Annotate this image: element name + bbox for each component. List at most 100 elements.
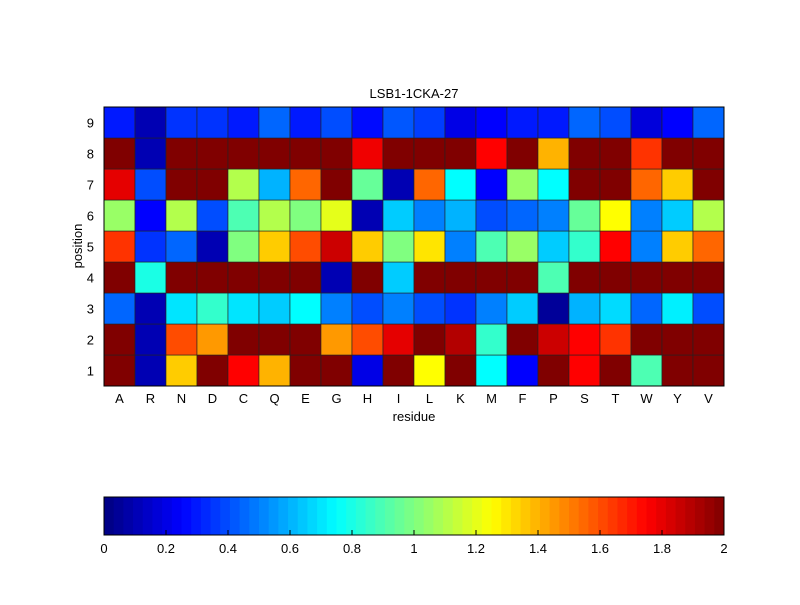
heatmap-cell-Q-5: [258, 230, 291, 263]
heatmap-cell-S-9: [568, 106, 601, 139]
heatmap-cell-R-1: [134, 354, 167, 387]
colorbar-swatch: [268, 497, 279, 535]
x-tick-label: V: [704, 391, 713, 406]
heatmap-cell-P-2: [537, 323, 570, 356]
heatmap-cell-G-4: [320, 261, 353, 294]
heatmap-cell-C-8: [227, 137, 260, 170]
heatmap-cell-M-7: [475, 168, 508, 201]
heatmap-cell-E-3: [289, 292, 322, 325]
heatmap-cell-A-4: [103, 261, 136, 294]
heatmap-cell-N-1: [165, 354, 198, 387]
heatmap-cell-K-9: [444, 106, 477, 139]
colorbar-swatch: [346, 497, 357, 535]
colorbar-swatch: [530, 497, 541, 535]
heatmap-cell-G-7: [320, 168, 353, 201]
heatmap-cell-Y-2: [661, 323, 694, 356]
heatmap-cell-R-2: [134, 323, 167, 356]
heatmap-cell-Q-2: [258, 323, 291, 356]
colorbar-swatch: [694, 497, 706, 535]
heatmap-cell-E-8: [289, 137, 322, 170]
y-tick-labels: 1 2 3 4 5 6 7 8 9: [87, 116, 94, 379]
heatmap-cell-G-8: [320, 137, 353, 170]
colorbar-swatch: [404, 497, 415, 535]
heatmap-cell-E-5: [289, 230, 322, 263]
x-tick-label: Q: [269, 391, 279, 406]
heatmap-cell-Q-6: [258, 199, 291, 232]
heatmap-cell-S-1: [568, 354, 601, 387]
colorbar-tick-label: 0.4: [219, 541, 237, 556]
heatmap-cell-I-3: [382, 292, 415, 325]
heatmap-cell-Q-9: [258, 106, 291, 139]
colorbar-swatch: [249, 497, 260, 535]
heatmap-cell-W-3: [630, 292, 663, 325]
heatmap-cell-P-4: [537, 261, 570, 294]
heatmap-cell-A-8: [103, 137, 136, 170]
heatmap-cell-Q-7: [258, 168, 291, 201]
heatmap-cell-R-9: [134, 106, 167, 139]
heatmap-cell-F-8: [506, 137, 539, 170]
heatmap-cell-H-7: [351, 168, 384, 201]
heatmap-cell-L-8: [413, 137, 446, 170]
heatmap-cell-D-8: [196, 137, 229, 170]
colorbar-swatch: [288, 497, 299, 535]
heatmap-cell-G-1: [320, 354, 353, 387]
colorbar-swatch: [365, 497, 376, 535]
heatmap-cell-C-1: [227, 354, 260, 387]
heatmap-cell-T-9: [599, 106, 632, 139]
heatmap-cell-W-1: [630, 354, 663, 387]
x-tick-label: T: [612, 391, 620, 406]
heatmap-cell-G-5: [320, 230, 353, 263]
colorbar-tick-label: 1.8: [653, 541, 671, 556]
heatmap-cell-Q-8: [258, 137, 291, 170]
colorbar-swatch: [520, 497, 531, 535]
chart-title: LSB1-1CKA-27: [370, 86, 459, 101]
heatmap-cell-H-5: [351, 230, 384, 263]
colorbar-swatch: [423, 497, 434, 535]
heatmap-cell-L-1: [413, 354, 446, 387]
heatmap-cell-N-6: [165, 199, 198, 232]
heatmap-cell-T-4: [599, 261, 632, 294]
heatmap-cell-E-2: [289, 323, 322, 356]
heatmap-cell-F-4: [506, 261, 539, 294]
heatmap-cell-V-7: [692, 168, 725, 201]
colorbar-tick-label: 1.4: [529, 541, 547, 556]
heatmap-cell-M-4: [475, 261, 508, 294]
colorbar-swatch: [162, 497, 173, 535]
x-tick-label: F: [519, 391, 527, 406]
colorbar-swatch: [394, 497, 405, 535]
colorbar-tick-label: 1.2: [467, 541, 485, 556]
colorbar-swatch: [113, 497, 124, 535]
heatmap-cell-L-3: [413, 292, 446, 325]
heatmap-cell-P-5: [537, 230, 570, 263]
x-tick-label: A: [115, 391, 124, 406]
heatmap-cell-E-4: [289, 261, 322, 294]
heatmap-cell-D-1: [196, 354, 229, 387]
heatmap-cell-W-7: [630, 168, 663, 201]
heatmap-cell-L-9: [413, 106, 446, 139]
x-tick-label: N: [177, 391, 186, 406]
colorbar-swatch: [685, 497, 696, 535]
heatmap-cell-P-9: [537, 106, 570, 139]
x-tick-label: R: [146, 391, 155, 406]
heatmap-cell-I-2: [382, 323, 415, 356]
heatmap-cell-V-3: [692, 292, 725, 325]
heatmap-cell-K-1: [444, 354, 477, 387]
heatmap-cell-H-9: [351, 106, 384, 139]
heatmap-cell-M-9: [475, 106, 508, 139]
heatmap-cell-S-5: [568, 230, 601, 263]
heatmap-cell-V-9: [692, 106, 725, 139]
y-axis-label: position: [70, 224, 85, 269]
heatmap-cell-F-2: [506, 323, 539, 356]
colorbar-swatch: [627, 497, 638, 535]
heatmap-cell-M-3: [475, 292, 508, 325]
y-tick-label: 8: [87, 147, 94, 162]
colorbar-swatch: [501, 497, 512, 535]
heatmap-cell-K-2: [444, 323, 477, 356]
x-tick-label: C: [239, 391, 248, 406]
heatmap-cell-L-4: [413, 261, 446, 294]
colorbar-swatch: [355, 497, 367, 535]
heatmap-cell-V-4: [692, 261, 725, 294]
colorbar-swatch: [414, 497, 425, 535]
y-tick-label: 2: [87, 333, 94, 348]
